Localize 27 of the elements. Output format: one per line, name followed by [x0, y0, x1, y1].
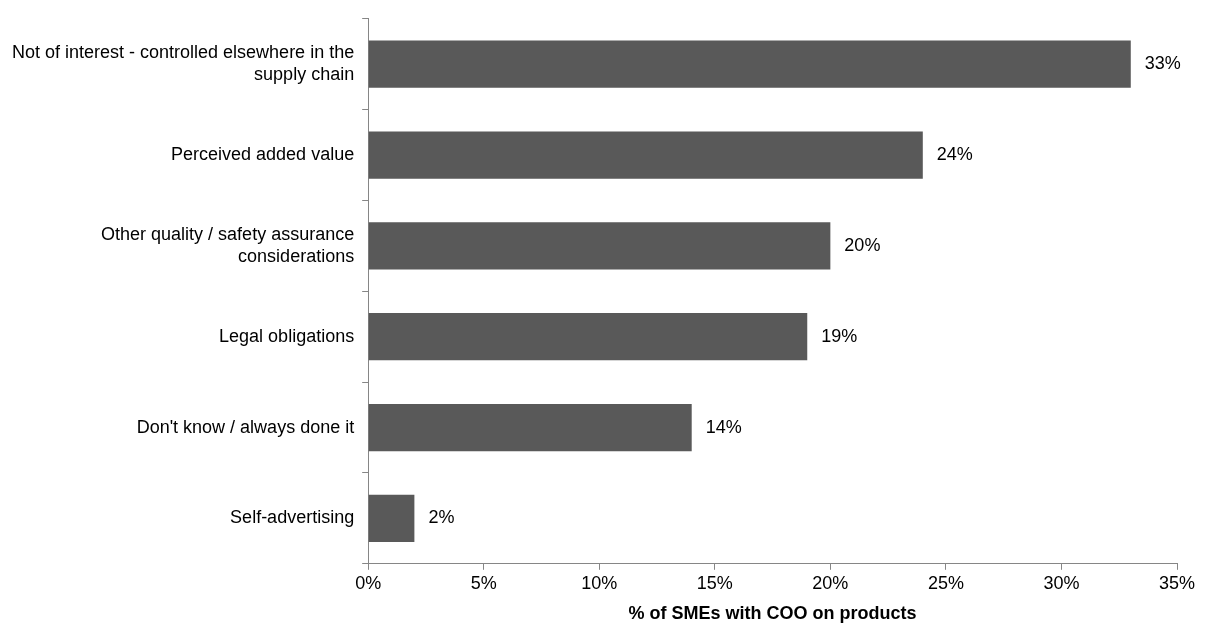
- x-tick-label: 5%: [470, 572, 497, 593]
- y-tick-label: Perceived added value: [171, 144, 355, 165]
- y-tick-label: Not of interest - controlled elsewhere in the supply chain: [11, 42, 355, 84]
- x-tick-label: 10%: [581, 572, 618, 593]
- bar: [368, 222, 831, 270]
- data-label: 33%: [1144, 53, 1181, 74]
- bar: [368, 40, 1131, 88]
- bar: [368, 494, 415, 542]
- data-label: 2%: [428, 507, 455, 528]
- x-tick-label: 30%: [1043, 572, 1080, 593]
- y-tick-label: Other quality / safety assurance considerations: [101, 224, 355, 266]
- y-tick-label: Self-advertising: [230, 507, 355, 528]
- x-axis-title: % of SMEs with COO on products: [628, 603, 917, 624]
- bar: [368, 403, 692, 452]
- data-label: 20%: [844, 234, 881, 255]
- x-tick-label: 0%: [355, 572, 382, 593]
- y-tick-label: Legal obligations: [219, 325, 355, 346]
- x-tick-label: 15%: [696, 572, 733, 593]
- x-tick-label: 20%: [812, 572, 849, 593]
- bar: [368, 131, 923, 179]
- y-tick-label: Don't know / always done it: [136, 416, 355, 437]
- data-label: 14%: [705, 416, 742, 437]
- x-tick-label: 35%: [1158, 572, 1196, 593]
- x-tick-label: 25%: [927, 572, 964, 593]
- bar: [368, 313, 808, 361]
- data-label: 19%: [821, 325, 858, 346]
- data-label: 24%: [936, 144, 973, 165]
